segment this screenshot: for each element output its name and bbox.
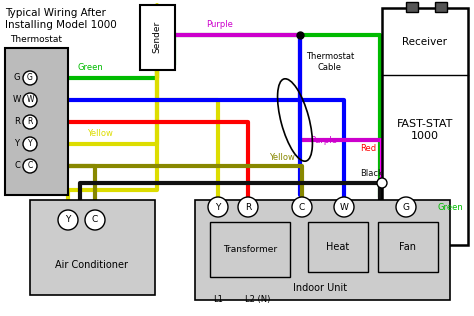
Text: L1: L1 [213,295,223,304]
Circle shape [85,210,105,230]
FancyBboxPatch shape [406,2,418,12]
Text: G: G [14,74,20,82]
Circle shape [334,197,354,217]
Text: C: C [14,161,20,171]
Text: C: C [27,161,33,171]
Text: Yellow: Yellow [87,129,113,138]
Text: Transformer: Transformer [223,245,277,253]
FancyBboxPatch shape [382,8,468,245]
Circle shape [23,137,37,151]
Text: Indoor Unit: Indoor Unit [293,283,347,293]
Text: G: G [402,203,410,211]
Circle shape [23,159,37,173]
Text: Green: Green [437,203,463,211]
FancyBboxPatch shape [140,5,175,70]
FancyBboxPatch shape [30,200,155,295]
FancyBboxPatch shape [435,2,447,12]
Text: Heat: Heat [327,242,350,252]
Text: Black: Black [360,169,383,178]
Text: Yellow: Yellow [269,153,295,162]
FancyBboxPatch shape [195,200,450,300]
Text: R: R [14,118,20,126]
Circle shape [58,210,78,230]
Text: C: C [92,216,98,224]
Text: C: C [299,203,305,211]
FancyBboxPatch shape [210,222,290,277]
Text: Receiver: Receiver [402,37,447,47]
FancyBboxPatch shape [5,48,68,195]
Text: W: W [26,95,34,105]
Text: Purple: Purple [310,136,337,145]
Circle shape [23,115,37,129]
Text: Purple: Purple [207,20,233,29]
Circle shape [396,197,416,217]
Text: Sender: Sender [153,21,162,53]
Circle shape [377,178,387,188]
Text: FAST-STAT
1000: FAST-STAT 1000 [397,119,453,141]
FancyBboxPatch shape [308,222,368,272]
Text: G: G [27,74,33,82]
Text: Thermostat: Thermostat [10,35,62,44]
Text: Typical Wiring After
Installing Model 1000: Typical Wiring After Installing Model 10… [5,8,117,30]
Text: Thermostat
Cable: Thermostat Cable [306,52,354,72]
Text: R: R [27,118,33,126]
Circle shape [292,197,312,217]
Text: W: W [13,95,21,105]
Text: Fan: Fan [400,242,417,252]
Text: Red: Red [360,144,376,153]
Text: Air Conditioner: Air Conditioner [55,260,128,270]
Text: W: W [339,203,348,211]
Text: Y: Y [27,139,32,149]
Text: L2 (N): L2 (N) [246,295,271,304]
Circle shape [238,197,258,217]
Text: Y: Y [215,203,221,211]
FancyBboxPatch shape [378,222,438,272]
Text: Y: Y [65,216,71,224]
Text: Green: Green [77,63,103,72]
Text: Y: Y [15,139,19,149]
Text: R: R [245,203,251,211]
Circle shape [208,197,228,217]
Circle shape [23,93,37,107]
Circle shape [23,71,37,85]
